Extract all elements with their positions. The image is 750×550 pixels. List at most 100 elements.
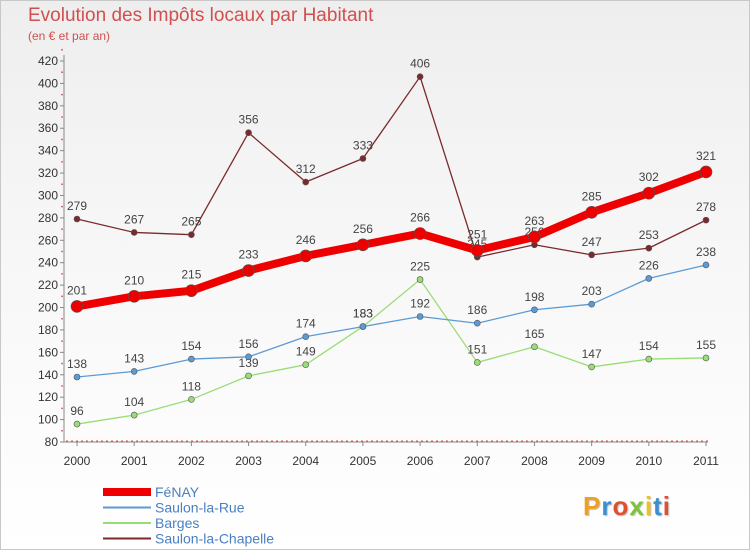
data-label: 225 — [410, 260, 430, 274]
data-label: 253 — [639, 228, 659, 242]
data-label: 186 — [467, 303, 487, 317]
y-tick-label: 140 — [38, 368, 58, 382]
logo-letter: P — [583, 491, 602, 521]
data-label: 147 — [582, 347, 602, 361]
data-point — [588, 300, 595, 308]
y-minor-dot — [61, 138, 63, 141]
x-tick-label: 2004 — [292, 454, 319, 468]
data-point — [73, 215, 81, 223]
data-label: 266 — [410, 211, 430, 225]
data-point — [585, 205, 598, 219]
data-point — [359, 155, 367, 162]
data-label: 278 — [696, 200, 716, 214]
data-label: 154 — [181, 339, 201, 353]
y-minor-dot — [61, 407, 63, 410]
data-point — [245, 372, 252, 380]
y-minor-dot — [61, 93, 63, 96]
y-tick-label: 260 — [38, 233, 58, 247]
data-label: 251 — [467, 227, 487, 241]
x-tick-label: 2008 — [521, 454, 548, 468]
x-tick-label: 2011 — [693, 454, 719, 468]
proxiti-logo: Proxiti — [583, 491, 671, 522]
data-point — [588, 363, 595, 371]
x-tick-label: 2007 — [464, 454, 491, 468]
data-point — [702, 354, 710, 362]
data-point — [73, 373, 81, 381]
data-label: 285 — [582, 189, 602, 203]
logo-letter: i — [644, 491, 654, 521]
y-tick-label: 200 — [38, 301, 58, 315]
y-minor-dot — [61, 317, 63, 320]
data-point — [73, 420, 81, 428]
data-point — [645, 244, 653, 252]
y-tick-label: 280 — [38, 211, 58, 225]
x-tick-label: 2005 — [350, 454, 377, 468]
data-point — [473, 359, 481, 366]
data-point — [470, 244, 484, 257]
series-f-nay: 201 210 215 233 246 256 266 251 263 285 302 321 — [67, 149, 716, 313]
data-point — [645, 355, 653, 363]
data-label: 233 — [239, 248, 259, 262]
data-label: 174 — [296, 317, 316, 331]
data-label: 96 — [70, 404, 84, 418]
series-saulon-la-chapelle: 279267265356312333406245256247253278 — [67, 57, 716, 261]
y-minor-dot — [61, 48, 63, 51]
data-label: 302 — [639, 170, 659, 184]
y-minor-dot — [61, 362, 63, 365]
y-minor-dot — [61, 295, 63, 298]
y-minor-dot — [61, 71, 63, 74]
data-point — [528, 230, 541, 244]
data-point — [416, 313, 424, 320]
data-label: 265 — [181, 215, 201, 229]
data-label: 238 — [696, 245, 716, 259]
data-point — [130, 368, 138, 375]
data-point — [356, 238, 370, 252]
data-label: 118 — [182, 379, 201, 393]
data-label: 104 — [124, 395, 144, 409]
x-tick-label: 2002 — [178, 454, 205, 468]
y-minor-dot — [61, 116, 63, 118]
chart-subtitle: (en € et par an) — [28, 29, 111, 43]
y-tick-label: 100 — [38, 413, 58, 427]
y-tick-label: 220 — [38, 278, 58, 292]
x-tick-label: 2006 — [407, 454, 434, 468]
chart-title: Evolution des Impôts locaux par Habitant — [28, 5, 374, 26]
data-point — [130, 229, 138, 236]
data-point — [531, 343, 538, 351]
data-point — [127, 290, 141, 303]
data-point — [531, 306, 538, 314]
data-point — [70, 300, 84, 313]
data-label: 279 — [67, 199, 87, 213]
x-tick-label: 2000 — [64, 454, 91, 468]
data-label: 406 — [410, 57, 430, 71]
data-label: 247 — [582, 235, 602, 249]
data-point — [645, 275, 653, 282]
x-tick-label: 2009 — [578, 454, 605, 468]
y-tick-label: 360 — [38, 121, 58, 135]
axes: 80 100 120 140 160 180 200 220 240 260 280 300 320 34… — [38, 48, 719, 468]
legend: FéNAYSaulon-la-RueBargesSaulon-la-Chapel… — [103, 484, 274, 547]
data-label: 203 — [582, 284, 602, 298]
series-line — [76, 278, 707, 425]
y-tick-label: 160 — [38, 345, 58, 359]
y-minor-dot — [61, 205, 63, 208]
data-point — [416, 276, 424, 283]
data-point — [702, 216, 710, 224]
data-point — [185, 284, 198, 298]
y-minor-dot — [61, 429, 63, 432]
y-tick-label: 320 — [38, 166, 58, 180]
logo-letter: t — [653, 491, 663, 521]
data-label: 210 — [124, 273, 144, 287]
y-tick-label: 180 — [38, 323, 58, 337]
data-label: 267 — [124, 212, 144, 226]
y-tick-label: 300 — [38, 188, 58, 202]
logo-letter: o — [612, 491, 630, 521]
data-point — [130, 411, 138, 419]
y-minor-dot — [61, 160, 63, 163]
legend-label: Saulon-la-Chapelle — [155, 531, 274, 547]
data-point — [302, 178, 310, 186]
logo-letter: r — [601, 491, 613, 521]
data-label: 312 — [296, 162, 316, 176]
y-tick-label: 400 — [38, 76, 58, 90]
data-label: 321 — [696, 149, 716, 163]
